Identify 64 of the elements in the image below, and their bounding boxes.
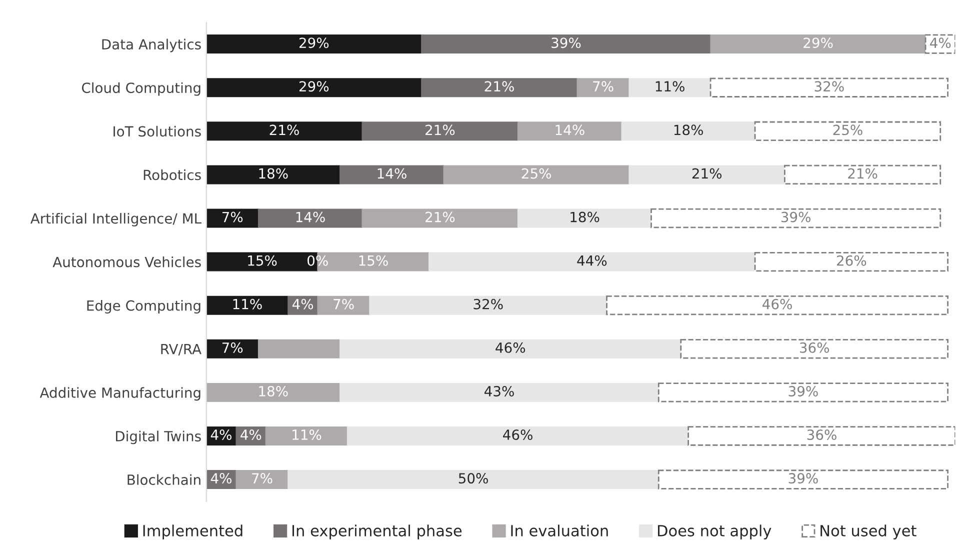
data-label: 39%: [552, 38, 581, 48]
data-label: 18%: [674, 124, 703, 136]
data-label: 11%: [233, 298, 262, 310]
data-label: 36%: [800, 342, 830, 353]
y-tick-label: Cloud Computing: [82, 82, 200, 96]
y-tick-label: Robotics: [144, 169, 201, 180]
data-label: 18%: [570, 212, 600, 222]
data-label: 29%: [299, 38, 329, 48]
data-label: 4%: [210, 430, 232, 440]
data-label: 4%: [930, 38, 951, 48]
data-label: 21%: [426, 212, 455, 222]
data-label: 46%: [503, 430, 532, 440]
data-label: 14%: [296, 212, 325, 222]
data-label: 14%: [556, 124, 584, 136]
legend-label: Not used yet: [820, 524, 916, 540]
y-tick-label: Digital Twins: [116, 430, 201, 444]
data-label: 21%: [270, 124, 299, 136]
data-label: 7%: [593, 81, 614, 92]
y-tick-label: Edge Computing: [87, 300, 200, 314]
data-label: 36%: [807, 430, 836, 440]
data-label: 43%: [484, 386, 514, 396]
data-label: 39%: [788, 386, 818, 396]
y-tick-label: RV/RA: [161, 344, 202, 356]
data-label: 21%: [692, 168, 722, 179]
legend-label: Does not apply: [658, 524, 772, 540]
legend-label: In evaluation: [511, 524, 608, 536]
y-tick-label: Autonomous Vehicles: [52, 256, 201, 268]
data-label: 46%: [762, 298, 792, 310]
data-label: 21%: [484, 81, 514, 92]
data-label: 32%: [474, 298, 503, 310]
data-label: 18%: [259, 168, 288, 179]
data-label: 50%: [458, 473, 488, 484]
y-tick-label: Blockchain: [128, 474, 200, 485]
data-label: 29%: [804, 38, 833, 48]
data-label: 11%: [292, 430, 322, 440]
y-tick-label: Additive Manufacturing: [40, 387, 200, 401]
legend-label: Implemented: [143, 524, 242, 540]
data-label: 4%: [210, 473, 232, 484]
y-tick-label: Artificial Intelligence/ ML: [30, 212, 202, 226]
data-label: 44%: [577, 255, 607, 266]
data-label: 7%: [334, 298, 354, 310]
data-label: 7%: [222, 212, 243, 222]
data-label: 7%: [252, 473, 272, 484]
data-label: 14%: [378, 168, 406, 179]
legend-label: In experimental phase: [292, 524, 462, 540]
data-label: 11%: [656, 81, 684, 92]
data-label: 21%: [848, 168, 878, 179]
data-label: 39%: [788, 473, 818, 484]
data-label: 15%: [359, 255, 388, 266]
data-label: 18%: [259, 386, 288, 396]
data-label: 29%: [299, 81, 329, 92]
data-label: 25%: [833, 124, 862, 136]
data-label: 25%: [522, 168, 551, 179]
data-label: 39%: [781, 212, 810, 222]
y-tick-label: Data Analytics: [102, 38, 201, 52]
data-label: 4%: [240, 430, 262, 440]
data-label: 32%: [814, 81, 844, 92]
data-label: 26%: [836, 255, 866, 266]
data-label: 15%: [248, 255, 277, 266]
data-label: 4%: [292, 298, 314, 310]
data-label: 46%: [496, 342, 526, 353]
data-label: 7%: [222, 342, 243, 353]
data-label: 21%: [426, 124, 455, 136]
y-tick-label: IoT Solutions: [114, 126, 201, 137]
